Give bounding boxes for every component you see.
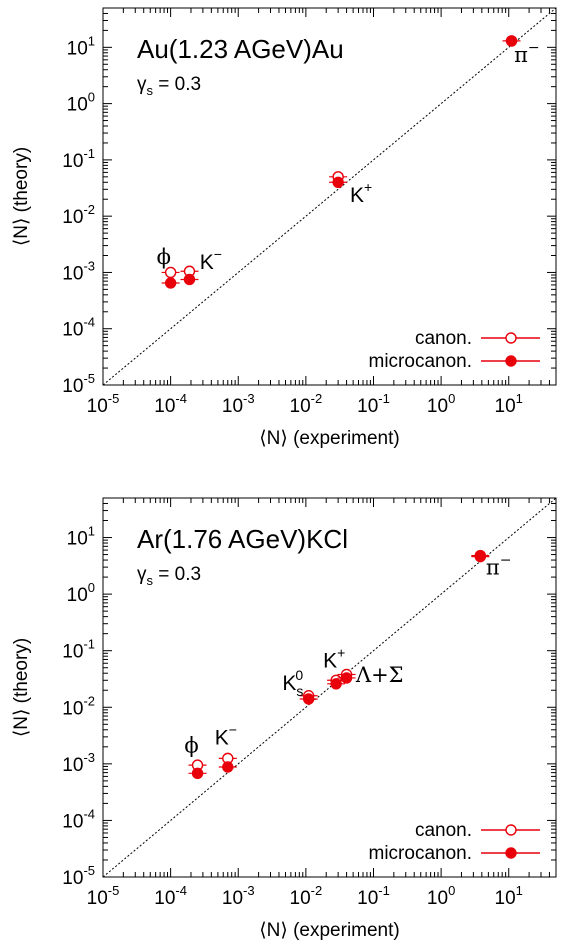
x-tick-label: 10-1	[357, 883, 390, 909]
y-tick-label: 10-5	[62, 371, 95, 397]
gamma-s-label: γs = 0.3	[137, 74, 201, 98]
legend: canon.microcanon.	[369, 328, 540, 372]
particle-label: ϕ	[184, 733, 198, 757]
axis-ticks	[102, 497, 557, 878]
x-axis-label: ⟨N⟩ (experiment)	[259, 428, 399, 449]
gamma-s-label: γs = 0.3	[137, 564, 201, 588]
y-tick-label: 10-4	[62, 315, 95, 341]
x-axis-label: ⟨N⟩ (experiment)	[259, 920, 399, 941]
y-tick-label: 101	[67, 33, 95, 59]
data-point	[330, 678, 342, 690]
legend-marker	[505, 332, 517, 344]
y-axis-label: ⟨N⟩ (theory)	[11, 638, 32, 737]
x-tick-label: 10-3	[222, 391, 255, 417]
particle-label: K−	[215, 721, 237, 749]
particle-label: K+	[323, 645, 345, 673]
chart-title: Au(1.23 AGeV)Au	[137, 34, 344, 64]
particle-label: K+	[350, 179, 372, 207]
legend: canon.microcanon.	[369, 820, 540, 864]
y-tick-label: 10-3	[62, 258, 95, 284]
y-tick-label: 100	[67, 580, 95, 606]
chart-panel-2: 10-5 10-4 10-3 10-2 10-1 100 101 10-5 10-4 10-3 10…	[11, 497, 557, 941]
x-tick-label: 10-1	[357, 391, 390, 417]
y-tick-label: 100	[67, 90, 95, 116]
x-tick-label: 10-2	[290, 391, 323, 417]
y-tick-label: 10-5	[62, 863, 95, 889]
y-tick-label: 10-2	[62, 202, 95, 228]
data-point	[183, 273, 196, 286]
y-tick-label: 101	[67, 524, 95, 550]
x-tick-label: 10-5	[87, 391, 120, 417]
legend-marker	[505, 355, 517, 367]
x-tick-label: 10-5	[87, 883, 120, 909]
x-tick-label: 100	[427, 883, 455, 909]
series-microcanon	[188, 549, 490, 780]
data-point	[505, 35, 518, 47]
data-point	[474, 549, 487, 562]
axis-ticks	[102, 7, 557, 386]
particle-label: π−	[486, 553, 512, 580]
particle-label: Ks0	[282, 667, 303, 699]
y-tick-label: 10-1	[62, 637, 95, 663]
data-point	[340, 672, 353, 684]
data-point	[222, 761, 234, 773]
particle-label: π−	[514, 40, 540, 67]
x-tick-label: 10-4	[154, 391, 187, 417]
legend-marker	[505, 847, 517, 859]
particle-label: Λ+Σ	[355, 663, 404, 687]
data-point	[332, 176, 344, 188]
y-tick-label: 10-4	[62, 806, 95, 832]
series-microcanon	[161, 35, 521, 289]
legend-label: canon.	[415, 328, 472, 349]
legend-label: microcanon.	[369, 843, 473, 864]
x-tick-label: 10-4	[154, 883, 187, 909]
diagonal-line	[103, 8, 556, 385]
particle-label: K−	[200, 246, 222, 274]
particle-label: ϕ	[157, 245, 171, 269]
data-point	[164, 277, 177, 289]
x-tick-label: 101	[495, 883, 523, 909]
x-tick-label: 10-3	[222, 883, 255, 909]
chart-title: Ar(1.76 AGeV)KCl	[137, 524, 348, 554]
legend-marker	[505, 824, 517, 836]
x-tick-label: 100	[427, 391, 455, 417]
data-point	[191, 767, 204, 780]
plot-frame	[102, 7, 557, 386]
plot-frame	[102, 497, 557, 878]
legend-label: canon.	[415, 820, 472, 841]
x-tick-label: 10-2	[290, 883, 323, 909]
data-point	[302, 693, 315, 705]
y-tick-label: 10-1	[62, 146, 95, 172]
x-tick-label: 101	[495, 391, 523, 417]
legend-label: microcanon.	[369, 351, 473, 372]
y-tick-label: 10-3	[62, 750, 95, 776]
y-tick-label: 10-2	[62, 693, 95, 719]
chart-panel-1: 10-5 10-4 10-3 10-2 10-1 100 101 10-5 10-4 10-3 10…	[11, 7, 557, 449]
series-canon	[161, 35, 521, 279]
y-axis-label: ⟨N⟩ (theory)	[11, 147, 32, 246]
